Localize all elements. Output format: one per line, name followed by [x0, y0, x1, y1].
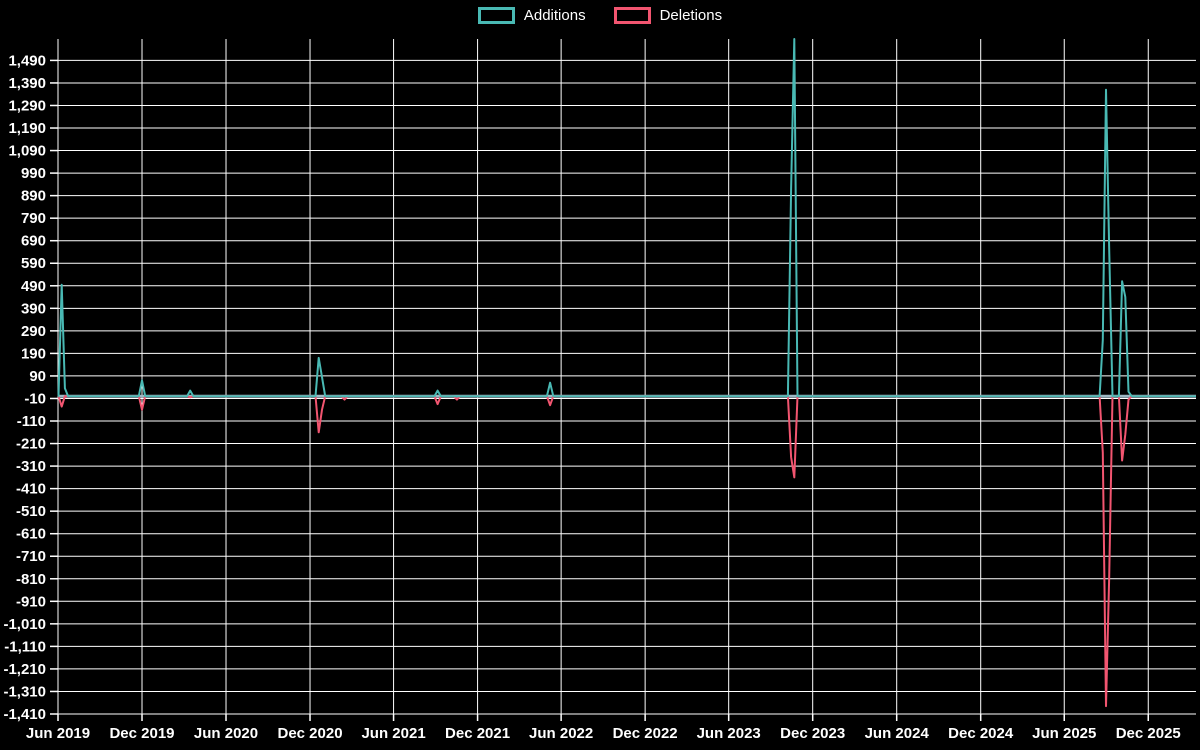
legend-label-additions: Additions: [523, 7, 586, 24]
svg-text:Jun 2022: Jun 2022: [529, 725, 593, 742]
svg-text:Dec 2022: Dec 2022: [613, 725, 678, 742]
svg-text:Jun 2020: Jun 2020: [194, 725, 258, 742]
svg-text:-1,210: -1,210: [3, 661, 46, 678]
svg-text:Jun 2025: Jun 2025: [1032, 725, 1096, 742]
svg-text:Jun 2024: Jun 2024: [865, 725, 930, 742]
svg-text:-1,410: -1,410: [3, 706, 46, 723]
svg-text:590: 590: [21, 255, 46, 272]
legend-item-additions[interactable]: Additions: [477, 7, 586, 24]
svg-text:190: 190: [21, 345, 46, 362]
deletions-swatch-icon: [613, 7, 651, 24]
svg-text:790: 790: [21, 210, 46, 227]
svg-text:-210: -210: [16, 436, 46, 453]
svg-text:890: 890: [21, 188, 46, 205]
svg-text:-110: -110: [17, 413, 46, 430]
svg-text:-1,310: -1,310: [3, 683, 46, 700]
legend-item-deletions[interactable]: Deletions: [613, 7, 723, 24]
svg-text:90: 90: [29, 368, 46, 385]
svg-text:1,290: 1,290: [8, 97, 46, 114]
svg-text:Jun 2019: Jun 2019: [26, 725, 90, 742]
svg-text:Dec 2025: Dec 2025: [1116, 725, 1181, 742]
svg-text:-10: -10: [24, 390, 46, 407]
additions-swatch-icon: [477, 7, 515, 24]
svg-text:Dec 2023: Dec 2023: [780, 725, 845, 742]
svg-text:-510: -510: [16, 503, 46, 520]
svg-text:390: 390: [21, 300, 46, 317]
svg-text:-1,110: -1,110: [4, 638, 46, 655]
chart-legend: Additions Deletions: [0, 7, 1200, 24]
svg-text:Jun 2023: Jun 2023: [697, 725, 761, 742]
svg-text:-810: -810: [16, 571, 46, 588]
svg-text:1,490: 1,490: [8, 52, 46, 69]
svg-text:1,190: 1,190: [8, 120, 46, 137]
svg-text:-910: -910: [16, 593, 46, 610]
svg-text:Jun 2021: Jun 2021: [361, 725, 425, 742]
svg-text:-310: -310: [16, 458, 46, 475]
svg-text:Dec 2019: Dec 2019: [109, 725, 174, 742]
svg-text:1,390: 1,390: [8, 75, 46, 92]
svg-text:1,090: 1,090: [8, 143, 46, 160]
svg-text:-610: -610: [16, 526, 46, 543]
svg-text:Dec 2024: Dec 2024: [948, 725, 1014, 742]
svg-text:Dec 2021: Dec 2021: [445, 725, 510, 742]
svg-text:490: 490: [21, 278, 46, 295]
svg-text:-1,010: -1,010: [3, 616, 46, 633]
legend-label-deletions: Deletions: [659, 7, 723, 24]
svg-text:-710: -710: [16, 548, 46, 565]
svg-text:290: 290: [21, 323, 46, 340]
svg-text:Dec 2020: Dec 2020: [277, 725, 342, 742]
svg-text:690: 690: [21, 233, 46, 250]
svg-text:-410: -410: [16, 481, 46, 498]
svg-text:990: 990: [21, 165, 46, 182]
